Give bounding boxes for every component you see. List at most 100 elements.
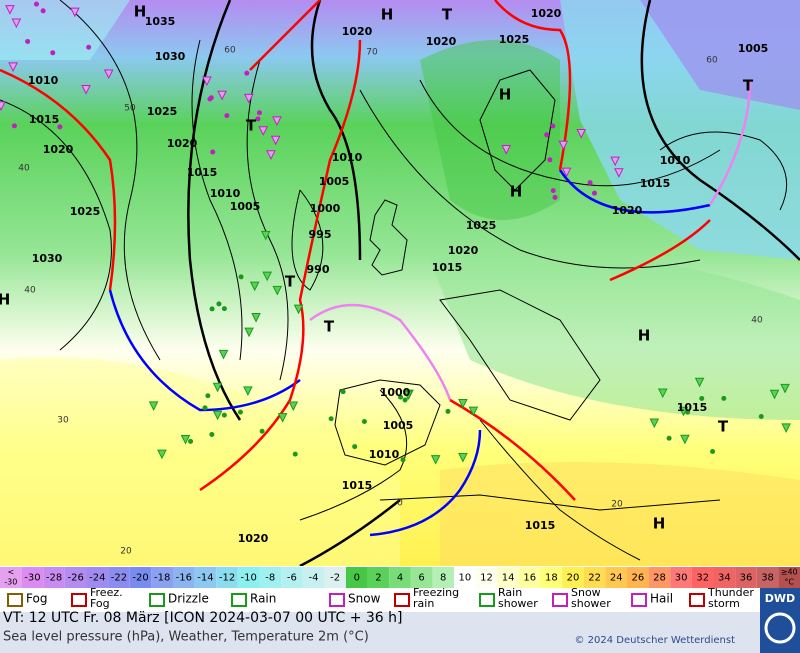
pressure-label: 1010 <box>28 74 59 87</box>
grid-label: 30 <box>57 416 69 426</box>
shower-symbol <box>180 434 191 445</box>
weather-icon <box>479 593 495 607</box>
precip-symbol <box>685 409 691 415</box>
precip-symbol <box>86 44 92 50</box>
shower-symbol <box>103 69 114 80</box>
pressure-label: 1005 <box>230 200 261 213</box>
temp-label: °C <box>784 578 794 587</box>
grid-label: 60 <box>706 56 718 66</box>
coastline <box>334 379 441 466</box>
pressure-label: 1005 <box>738 42 769 55</box>
temp-label: 30 <box>675 573 688 584</box>
pressure-label: 990 <box>307 263 330 276</box>
precip-symbol <box>591 190 597 196</box>
shower-symbol <box>272 116 282 127</box>
precip-symbol <box>40 8 46 14</box>
precip-symbol <box>340 389 346 395</box>
shower-symbol <box>202 76 212 87</box>
shower-symbol <box>157 449 167 460</box>
weather-label: Fog <box>90 597 110 610</box>
pressure-label: 1015 <box>677 401 708 414</box>
pressure-label: 1015 <box>640 177 671 190</box>
pressure-center: T <box>285 273 296 291</box>
shower-symbol <box>212 382 223 393</box>
shower-symbol <box>576 128 587 139</box>
pressure-label: 1010 <box>332 151 363 164</box>
occluded-front <box>309 303 452 401</box>
weather-label: shower <box>571 597 611 610</box>
shower-symbol <box>458 452 468 463</box>
temp-label: -2 <box>330 573 340 584</box>
temp-cell <box>670 567 692 588</box>
temp-label: 12 <box>480 573 493 584</box>
isobar <box>0 99 112 351</box>
temp-cell <box>540 567 563 588</box>
temp-label: 20 <box>567 573 580 584</box>
pressure-label: 1020 <box>531 7 562 20</box>
precip-symbol <box>221 412 227 418</box>
precip-symbol <box>209 306 215 312</box>
precip-symbol <box>57 124 63 130</box>
shower-symbol <box>780 383 790 394</box>
temp-cell <box>778 567 800 588</box>
shower-symbol <box>610 156 620 167</box>
temp-cell <box>21 567 44 588</box>
pressure-label: 1015 <box>29 113 60 126</box>
temp-cell <box>0 567 22 588</box>
weather-icon <box>394 593 410 607</box>
temp-label: -4 <box>309 573 319 584</box>
grid-label: 70 <box>366 48 378 58</box>
temp-cell <box>410 567 433 588</box>
pressure-label: 1015 <box>187 166 218 179</box>
pressure-label: 1015 <box>432 261 463 274</box>
temp-label: 24 <box>610 573 623 584</box>
temp-label: -8 <box>265 573 275 584</box>
temp-label: -14 <box>197 573 213 584</box>
pressure-center: T <box>743 77 754 95</box>
precip-symbol <box>255 116 261 122</box>
temp-label: 2 <box>375 573 381 584</box>
temp-label: 14 <box>502 573 515 584</box>
description: Sea level pressure (hPa), Weather, Tempe… <box>3 630 369 645</box>
temp-cell <box>691 567 714 588</box>
warm-region <box>0 357 400 566</box>
shower-symbol <box>262 271 272 282</box>
shower-symbol <box>148 401 159 412</box>
shower-symbol <box>8 62 18 73</box>
temp-cell <box>497 567 519 588</box>
warm-front <box>199 39 362 492</box>
grid-label: 0 <box>397 499 403 509</box>
temp-label: 32 <box>696 573 709 584</box>
dwd-logo-icon <box>764 612 796 644</box>
precip-symbol <box>587 180 593 186</box>
precip-symbol <box>237 409 243 415</box>
precip-symbol <box>710 449 716 455</box>
shower-symbol <box>81 84 91 95</box>
shower-symbol <box>558 140 569 151</box>
pressure-center: H <box>0 291 10 309</box>
weather-icon <box>552 593 568 607</box>
precip-symbol <box>216 301 222 307</box>
precip-symbol <box>400 457 406 463</box>
temp-cell <box>194 567 217 588</box>
weather-label: Drizzle <box>168 592 209 606</box>
pressure-center: T <box>246 117 257 135</box>
precip-symbol <box>398 394 404 400</box>
weather-label: Hail <box>650 592 673 606</box>
weather-icon <box>631 593 647 607</box>
grid-label: 40 <box>18 164 30 174</box>
temp-label: 18 <box>545 573 558 584</box>
temp-label: -10 <box>240 573 256 584</box>
temp-cell <box>151 567 173 588</box>
weather-icon <box>689 593 705 607</box>
temp-label: 26 <box>631 573 644 584</box>
temp-label: 28 <box>653 573 666 584</box>
temp-label: 22 <box>588 573 601 584</box>
valid-time: VT: 12 UTC Fr. 08 März [ICON 2024-03-07 … <box>3 610 402 626</box>
shower-symbol <box>769 389 780 400</box>
temp-cell <box>172 567 195 588</box>
shower-symbol <box>657 388 668 399</box>
weather-icon <box>7 593 23 607</box>
weather-icon <box>231 593 247 607</box>
coastline <box>379 494 721 511</box>
